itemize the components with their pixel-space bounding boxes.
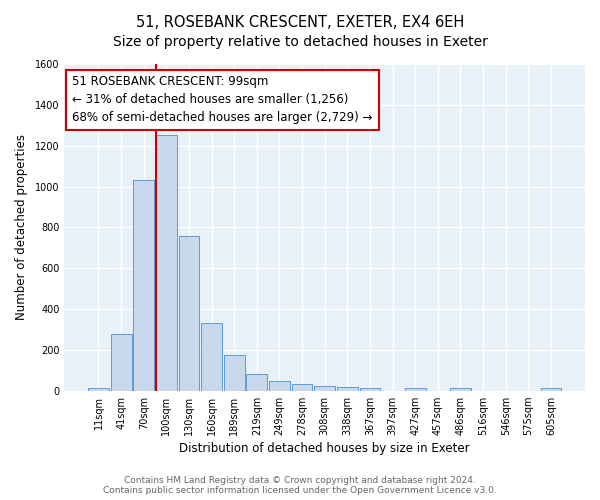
Bar	[156, 136, 177, 390]
Bar	[337, 387, 358, 390]
Bar	[541, 388, 562, 390]
Text: 51, ROSEBANK CRESCENT, EXETER, EX4 6EH: 51, ROSEBANK CRESCENT, EXETER, EX4 6EH	[136, 15, 464, 30]
Bar	[88, 388, 109, 390]
Text: 51 ROSEBANK CRESCENT: 99sqm
← 31% of detached houses are smaller (1,256)
68% of : 51 ROSEBANK CRESCENT: 99sqm ← 31% of det…	[72, 76, 373, 124]
Bar	[179, 236, 199, 390]
Bar	[359, 388, 380, 390]
X-axis label: Distribution of detached houses by size in Exeter: Distribution of detached houses by size …	[179, 442, 470, 455]
Bar	[224, 355, 245, 390]
Bar	[201, 324, 222, 390]
Bar	[111, 334, 131, 390]
Bar	[405, 388, 425, 390]
Bar	[247, 374, 267, 390]
Bar	[314, 386, 335, 390]
Bar	[269, 381, 290, 390]
Text: Contains HM Land Registry data © Crown copyright and database right 2024.
Contai: Contains HM Land Registry data © Crown c…	[103, 476, 497, 495]
Bar	[450, 388, 471, 390]
Bar	[292, 384, 313, 390]
Bar	[133, 180, 154, 390]
Y-axis label: Number of detached properties: Number of detached properties	[15, 134, 28, 320]
Text: Size of property relative to detached houses in Exeter: Size of property relative to detached ho…	[113, 35, 487, 49]
